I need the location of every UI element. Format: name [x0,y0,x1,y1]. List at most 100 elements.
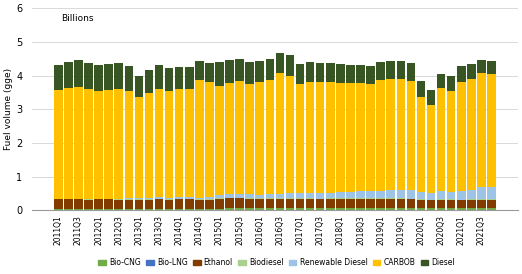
Bar [94,65,103,91]
Bar [336,64,345,83]
Bar [286,199,294,208]
Bar [255,198,264,199]
Bar [84,63,93,89]
Bar [457,191,466,199]
Bar [74,209,82,210]
Bar [366,208,375,210]
Bar [447,192,456,199]
Bar [346,83,355,192]
Bar [427,105,435,193]
Bar [477,208,485,210]
Bar [386,61,395,79]
Bar [447,199,456,200]
Bar [306,208,314,210]
Bar [336,199,345,208]
Bar [235,59,244,81]
Bar [255,61,264,82]
Bar [326,208,335,210]
Bar [467,200,476,208]
Bar [104,199,113,209]
Bar [255,199,264,208]
Bar [447,76,456,91]
Bar [427,199,435,200]
Bar [145,198,153,199]
Bar [155,197,163,199]
Bar [135,209,143,210]
Bar [306,82,314,193]
Bar [185,89,194,197]
Bar [125,91,133,198]
Bar [286,76,294,193]
Bar [125,198,133,199]
Bar [94,91,103,199]
Bar [266,199,274,208]
Bar [397,198,405,199]
Bar [84,199,93,209]
Bar [407,190,415,199]
Bar [417,192,425,199]
Bar [94,209,103,210]
Bar [417,199,425,200]
Bar [397,61,405,79]
Bar [296,208,304,210]
Bar [255,195,264,198]
Bar [276,73,284,194]
Bar [145,209,153,210]
Bar [487,200,496,208]
Bar [397,199,405,208]
Bar [195,209,204,210]
Bar [84,89,93,199]
Y-axis label: Fuel volume (gge): Fuel volume (gge) [4,68,13,150]
Bar [477,187,485,199]
Bar [74,199,82,209]
Bar [407,63,415,81]
Bar [114,89,123,199]
Bar [286,198,294,199]
Bar [175,89,183,197]
Bar [255,208,264,210]
Bar [205,82,213,197]
Bar [477,199,485,208]
Bar [316,193,325,199]
Bar [226,60,234,83]
Bar [165,198,173,199]
Bar [54,65,63,90]
Bar [54,90,63,199]
Bar [104,209,113,210]
Bar [487,208,496,210]
Bar [467,208,476,210]
Bar [215,62,224,86]
Bar [417,98,425,192]
Bar [64,88,73,199]
Bar [94,199,103,209]
Bar [487,187,496,199]
Bar [266,79,274,194]
Bar [276,208,284,210]
Bar [266,59,274,79]
Bar [245,195,254,198]
Bar [326,63,335,82]
Bar [245,199,254,208]
Bar [266,208,274,210]
Bar [175,199,183,209]
Bar [346,198,355,199]
Bar [235,198,244,208]
Bar [457,200,466,208]
Bar [437,88,445,191]
Bar [326,198,335,199]
Bar [356,191,365,198]
Bar [114,199,123,209]
Bar [407,199,415,208]
Bar [427,200,435,208]
Bar [165,92,173,198]
Bar [155,89,163,197]
Bar [226,83,234,195]
Bar [386,208,395,210]
Bar [437,199,445,208]
Bar [175,197,183,199]
Bar [346,208,355,210]
Bar [235,208,244,210]
Bar [376,80,385,191]
Bar [84,209,93,210]
Bar [125,209,133,210]
